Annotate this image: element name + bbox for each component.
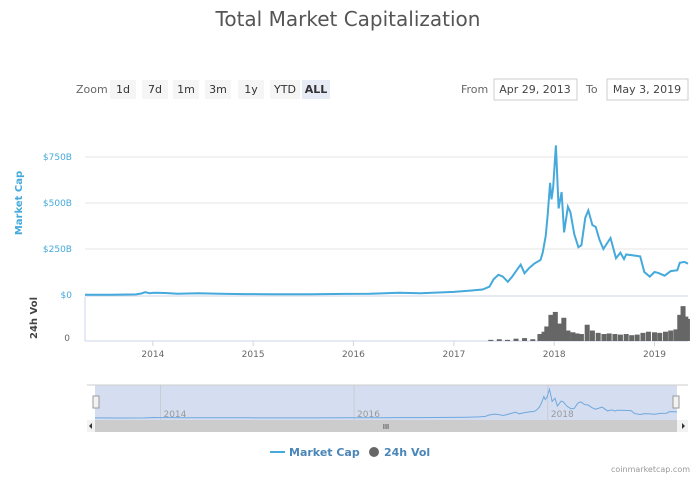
volume-bars (488, 306, 690, 341)
zoom-button-1y[interactable] (238, 80, 264, 99)
navigator-tick-label: 2014 (163, 410, 186, 420)
zoom-button-all[interactable] (302, 80, 330, 99)
zoom-button-1m[interactable] (173, 80, 199, 99)
legend: Market Cap 24h Vol (270, 446, 430, 459)
x-tick-label: 2016 (342, 350, 365, 360)
x-tick-label: 2017 (442, 350, 465, 360)
y-tick-label: $0 (61, 291, 73, 301)
volume-bar (684, 318, 690, 341)
volume-bar (601, 334, 607, 341)
zoom-button-3m[interactable] (205, 80, 231, 99)
volume-bar (505, 339, 511, 341)
navigator-series-line (94, 387, 678, 419)
volume-bar (561, 317, 567, 341)
credit-link[interactable]: coinmarketcap.com (611, 465, 690, 474)
navigator-tick-label: 2018 (551, 410, 574, 420)
volume-bar (570, 332, 576, 341)
zoom-label: Zoom (76, 83, 108, 96)
y-axis-title-market-cap: Market Cap (14, 171, 25, 235)
navigator-tick-label: 2016 (357, 410, 380, 420)
from-date-input[interactable] (493, 78, 578, 101)
x-tick-label: 2014 (141, 350, 164, 360)
zoom-button-label: 1y (244, 83, 258, 96)
volume-bar (595, 332, 601, 341)
zoom-button-1d[interactable] (110, 80, 136, 99)
volume-bar (677, 314, 683, 341)
legend-item-volume[interactable]: 24h Vol (369, 446, 430, 459)
zoom-button-label: 1d (116, 83, 130, 96)
volume-bar (513, 338, 519, 341)
x-tick-label: 2018 (543, 350, 566, 360)
volume-bar (606, 333, 612, 341)
x-tick-label: 2019 (643, 350, 666, 360)
from-date-value: Apr 29, 2013 (499, 83, 571, 96)
navigator[interactable]: 2014 2016 2018 (87, 384, 688, 420)
volume-y-tick-0: 0 (64, 334, 70, 344)
volume-bar (662, 331, 668, 341)
volume-bar (556, 323, 562, 341)
from-label: From (461, 83, 488, 96)
zoom-button-label: ALL (305, 83, 328, 96)
scroll-left-arrow-icon[interactable] (89, 423, 92, 429)
volume-bar (589, 330, 595, 341)
volume-legend-dot-icon (369, 447, 379, 457)
volume-bar (496, 339, 502, 341)
volume-bar (584, 324, 590, 341)
y-tick-label: $500B (43, 199, 72, 209)
legend-label-volume: 24h Vol (384, 446, 430, 459)
zoom-button-label: 1m (177, 83, 195, 96)
scrollbar[interactable]: III (87, 420, 688, 432)
legend-item-market-cap[interactable]: Market Cap (270, 446, 360, 459)
scrollbar-thumb[interactable] (95, 420, 677, 432)
market-cap-line (84, 145, 689, 296)
zoom-button-7d[interactable] (142, 80, 168, 99)
volume-bar (673, 329, 679, 341)
scroll-right-arrow-icon[interactable] (682, 423, 685, 429)
volume-bar (629, 335, 635, 341)
volume-bar (522, 338, 528, 341)
navigator-right-handle[interactable] (672, 395, 680, 409)
volume-bar (623, 334, 629, 341)
volume-bar (645, 331, 651, 341)
volume-bar (651, 332, 657, 341)
volume-bar (634, 334, 640, 341)
volume-bar (668, 330, 674, 341)
legend-label-market-cap: Market Cap (289, 446, 360, 459)
volume-bar (537, 334, 543, 341)
to-date-value: May 3, 2019 (613, 83, 681, 96)
volume-bar (640, 332, 646, 341)
volume-bar (544, 326, 550, 341)
to-date-input[interactable] (606, 78, 689, 101)
volume-bar (612, 334, 618, 341)
volume-bar (657, 332, 663, 341)
volume-bar (680, 306, 686, 341)
volume-bar (541, 331, 547, 341)
x-tick-label: 2015 (242, 350, 265, 360)
volume-bar (574, 333, 580, 341)
volume-bar (488, 339, 494, 341)
scrollbar-grip: III (383, 423, 389, 431)
volume-bar (565, 330, 571, 341)
volume-bar (578, 334, 584, 341)
volume-bar (530, 339, 536, 341)
volume-bar (548, 314, 554, 341)
zoom-button-label: 3m (209, 83, 227, 96)
volume-bar (617, 334, 623, 341)
zoom-button-ytd[interactable] (270, 80, 300, 99)
y-axis-title-volume: 24h Vol (29, 297, 40, 339)
zoom-button-label: YTD (273, 83, 296, 96)
navigator-left-handle[interactable] (92, 395, 100, 409)
y-tick-label: $750B (43, 153, 72, 163)
chart-title: Total Market Capitalization (215, 7, 481, 31)
range-selector: Zoom 1d 7d 1m 3m 1y YTD ALL From Apr 29, 2013 … (76, 78, 689, 101)
volume-bar (552, 311, 558, 341)
y-tick-label: $250B (43, 245, 72, 255)
zoom-button-label: 7d (148, 83, 162, 96)
to-label: To (585, 83, 598, 96)
